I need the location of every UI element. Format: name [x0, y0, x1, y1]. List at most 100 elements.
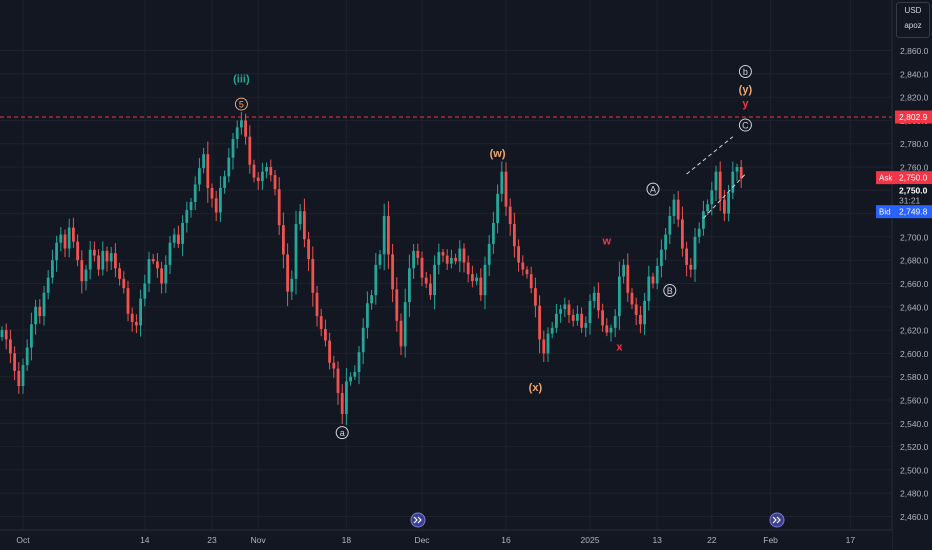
- candle-body: [702, 211, 705, 229]
- candle-body: [479, 277, 483, 296]
- price-tick-label: 2,840.0: [900, 69, 929, 79]
- price-tick-label: 2,860.0: [900, 46, 929, 56]
- candle-body: [395, 289, 399, 321]
- candle-body: [450, 257, 453, 264]
- price-tick-label: 2,580.0: [900, 372, 929, 382]
- candle-body: [672, 199, 676, 216]
- candle-body: [584, 323, 588, 328]
- fast-forward-icon-circle: [769, 512, 785, 528]
- candle-body: [613, 316, 617, 328]
- candle-body: [639, 314, 642, 325]
- resistance-price-label: 2,802.9: [899, 112, 928, 122]
- price-axis[interactable]: 2,860.02,840.02,820.02,800.02,780.02,760…: [891, 0, 932, 550]
- candle-body: [487, 243, 491, 265]
- price-tick-label: 2,760.0: [900, 163, 929, 173]
- candle-body: [521, 262, 525, 270]
- candle-body: [277, 189, 281, 226]
- candle-body: [685, 248, 688, 265]
- candle-body: [525, 269, 529, 275]
- price-tick-label: 2,600.0: [900, 349, 929, 359]
- candle-body: [324, 328, 327, 341]
- candle-body: [475, 277, 478, 282]
- candle-body: [345, 381, 348, 414]
- candle-body: [46, 277, 50, 293]
- candle-body: [261, 171, 264, 181]
- candle-body: [13, 353, 16, 371]
- candle-body: [550, 327, 554, 334]
- candle-body: [244, 120, 247, 137]
- candle-body: [109, 253, 113, 262]
- time-tick-label: 17: [846, 535, 856, 545]
- wave-circle: [234, 97, 248, 111]
- candle-body: [626, 264, 630, 293]
- candle-body: [382, 215, 386, 255]
- candle-body: [172, 234, 176, 243]
- currency-sublabel: apoz: [904, 21, 922, 30]
- candle-body: [655, 266, 659, 284]
- ask-price-tag: [895, 171, 932, 185]
- candle-body: [118, 268, 121, 279]
- candle-body: [143, 283, 147, 299]
- price-tick-label: 2,780.0: [900, 139, 929, 149]
- price-tick-label: 2,700.0: [900, 232, 929, 242]
- candle-body: [122, 278, 126, 289]
- fast-forward-icon-arrows: [413, 516, 422, 524]
- candle-body: [534, 288, 537, 306]
- fast-forward-icon[interactable]: [410, 512, 426, 528]
- candle-body: [454, 257, 457, 262]
- candle-body: [542, 339, 546, 354]
- time-axis[interactable]: Oct 14 23 Nov 18 Dec 16 2025 13 22 Feb 17: [0, 529, 892, 550]
- candle-body: [9, 339, 12, 354]
- candle-body: [160, 268, 163, 284]
- candle-body: [504, 171, 508, 207]
- last-price-label: 2,750.0: [899, 186, 928, 196]
- candle-body: [328, 340, 331, 363]
- currency-selector[interactable]: USD apoz: [896, 2, 930, 38]
- candle-body: [185, 210, 189, 223]
- fast-forward-icon[interactable]: [769, 512, 785, 528]
- candle-body: [76, 241, 79, 261]
- candle-body: [571, 314, 575, 321]
- candle-body: [340, 393, 344, 414]
- wave-circle: [335, 426, 349, 440]
- candle-body: [139, 298, 142, 326]
- candle-body: [298, 211, 302, 225]
- candle-body: [710, 190, 714, 205]
- candle-body: [437, 252, 441, 265]
- candle-body: [660, 249, 663, 267]
- candle-body: [269, 167, 273, 176]
- candle-body: [664, 234, 667, 250]
- candle-body: [441, 252, 445, 256]
- candle-body: [706, 204, 709, 212]
- candle-body: [580, 313, 583, 328]
- bid-price-tag: [895, 205, 932, 219]
- candle-body: [576, 313, 579, 321]
- candle-body: [303, 211, 306, 240]
- candle-body: [286, 254, 289, 292]
- candle-body: [433, 264, 436, 296]
- channel-lower-line: [703, 173, 746, 219]
- candle-body: [206, 154, 210, 188]
- candle-body: [618, 276, 621, 317]
- time-tick-label: Oct: [16, 535, 30, 545]
- wave-label: (w): [490, 148, 506, 160]
- resistance-price-tag: [895, 110, 932, 124]
- nav-buttons[interactable]: [410, 512, 785, 528]
- candle-body: [227, 157, 231, 177]
- candle-body: [735, 167, 739, 172]
- price-tick-label: 2,820.0: [900, 93, 929, 103]
- candle-body: [105, 250, 109, 262]
- candle-body: [378, 254, 382, 265]
- candle-body: [181, 222, 184, 244]
- time-tick-label: 14: [140, 535, 150, 545]
- candle-body: [156, 261, 159, 269]
- channel-upper-line: [686, 136, 734, 175]
- candle-body: [483, 264, 487, 296]
- candle-body: [651, 276, 655, 284]
- time-tick-label: 22: [707, 535, 717, 545]
- price-tick-label: 2,620.0: [900, 326, 929, 336]
- price-tick-label: 2,460.0: [900, 512, 929, 522]
- price-tick-label: 2,500.0: [900, 465, 929, 475]
